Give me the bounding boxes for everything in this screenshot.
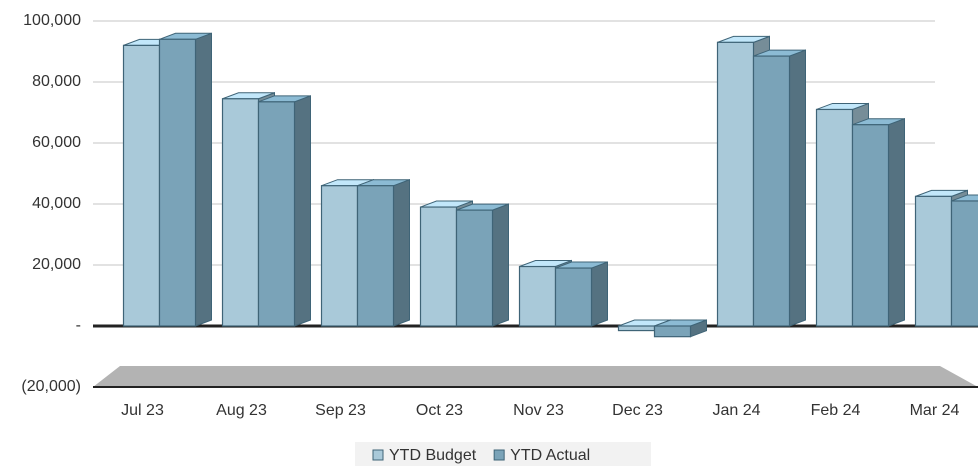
bar-side [294,95,311,327]
bar [851,124,890,327]
bar [554,267,593,327]
bar-side [789,49,806,327]
floor [93,366,978,387]
bar [617,325,656,332]
bar [122,44,161,327]
bar [419,206,458,327]
x-tick-label: Nov 23 [513,402,564,419]
x-tick-label: Sep 23 [315,402,366,419]
y-tick-label: 100,000 [23,12,81,29]
bar [653,325,692,338]
bar [914,195,953,327]
legend-swatch [372,449,384,461]
bar [221,98,260,327]
y-tick-label: 40,000 [32,195,81,212]
legend-swatch [493,449,505,461]
bar [518,265,557,327]
bar-side [393,178,410,327]
bar [455,209,494,327]
x-tick-label: Aug 23 [216,402,267,419]
x-tick-label: Feb 24 [811,402,861,419]
y-tick-label: 60,000 [32,134,81,151]
x-tick-label: Jul 23 [121,402,164,419]
bar [257,101,296,327]
x-tick-label: Dec 23 [612,402,663,419]
bar [815,108,854,327]
legend-label: YTD Actual [510,447,590,464]
y-tick-label: - [76,317,81,334]
bar [716,41,755,327]
y-tick-label: 80,000 [32,73,81,90]
bar [158,38,197,327]
y-tick-label: (20,000) [21,378,81,395]
x-tick-label: Jan 24 [712,402,760,419]
x-tick-label: Oct 23 [416,402,463,419]
bar [752,55,791,327]
bar [320,185,359,327]
legend-label: YTD Budget [389,447,477,464]
bar-side [195,32,212,327]
bar [356,185,395,327]
bar-side [888,117,905,327]
bar-side [492,203,509,327]
x-tick-label: Mar 24 [910,402,960,419]
bar-side [591,261,608,327]
bar [950,200,978,327]
y-tick-label: 20,000 [32,256,81,273]
